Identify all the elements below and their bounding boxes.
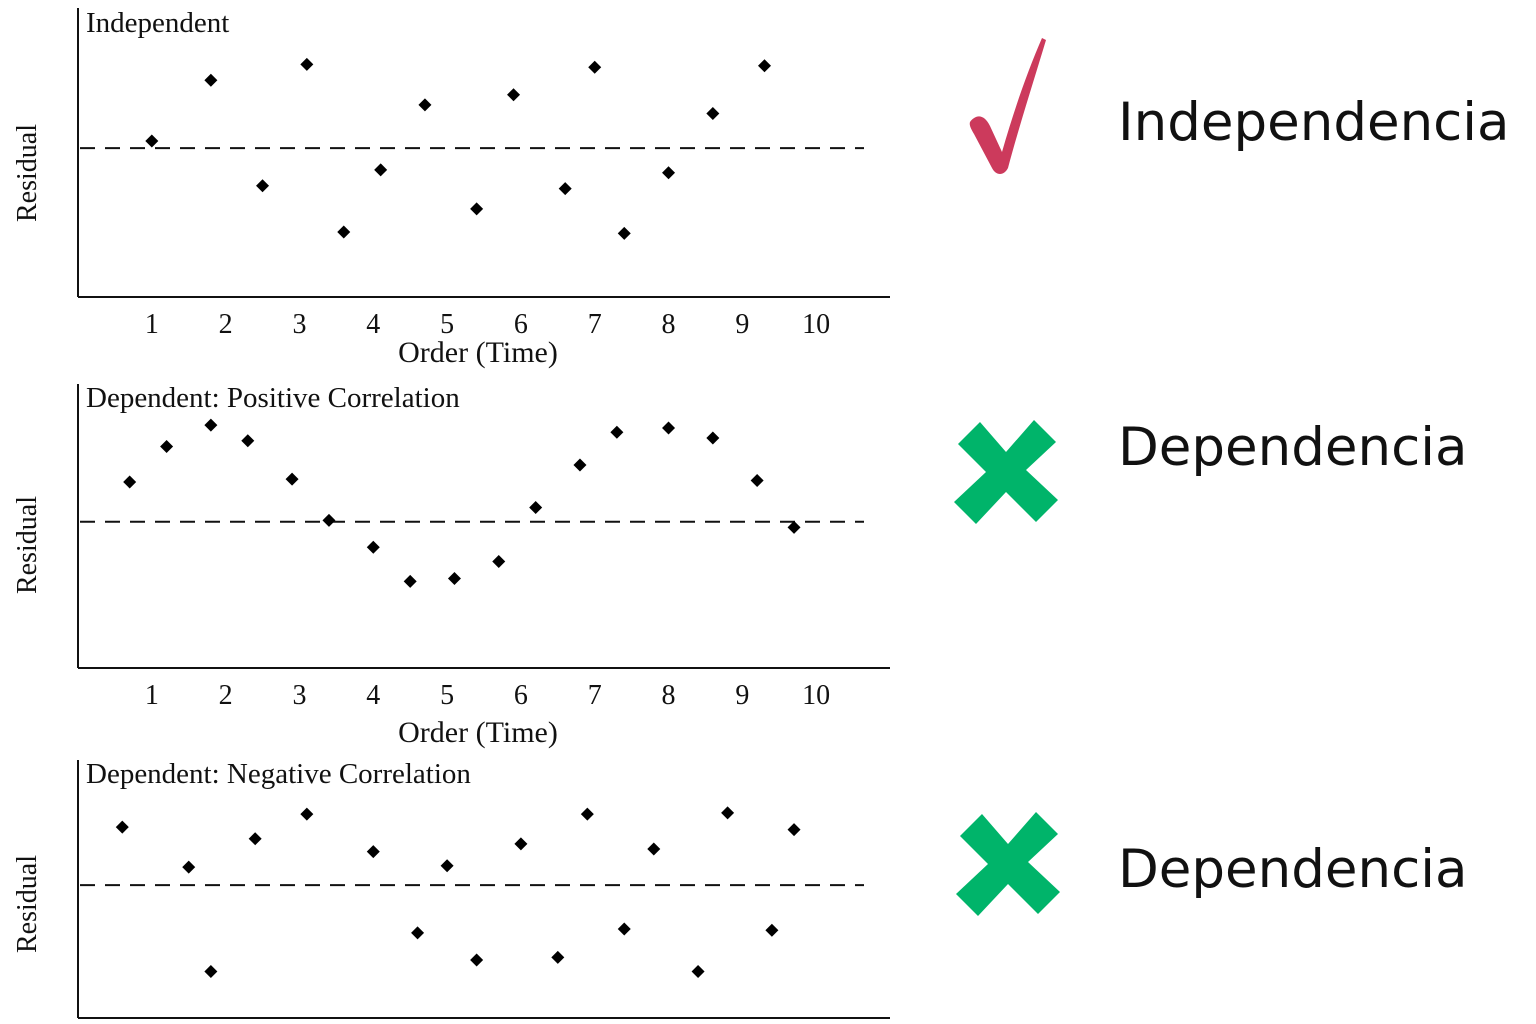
- data-point: [551, 950, 565, 964]
- data-point: [411, 926, 425, 940]
- data-point: [418, 98, 432, 112]
- plot-title: Independent: [86, 7, 229, 39]
- data-point: [647, 842, 661, 856]
- data-point: [706, 106, 720, 120]
- data-point: [529, 501, 543, 515]
- verdict-label-dependence-negative: Dependencia: [1118, 839, 1468, 900]
- data-point: [366, 845, 380, 859]
- check-icon: [956, 30, 1056, 185]
- verdict-label-dependence-positive: Dependencia: [1118, 417, 1468, 478]
- data-point: [322, 513, 336, 527]
- data-point: [507, 88, 521, 102]
- data-point: [573, 458, 587, 472]
- y-axis-label: Residual: [12, 496, 43, 594]
- data-point: [787, 520, 801, 534]
- data-point: [204, 965, 218, 979]
- data-point: [470, 953, 484, 967]
- cross-mark-shape: [956, 812, 1060, 916]
- x-tick-label: 2: [219, 680, 233, 711]
- x-tick-label: 9: [735, 680, 749, 711]
- verdict-label-independence: Independencia: [1118, 92, 1510, 153]
- data-point: [145, 134, 159, 148]
- plot-title: Dependent: Negative Correlation: [86, 758, 471, 790]
- data-point: [580, 807, 594, 821]
- x-tick-label: 10: [802, 680, 830, 711]
- data-point: [787, 823, 801, 837]
- data-point: [470, 202, 484, 216]
- data-point: [337, 225, 351, 239]
- cross-icon: [952, 806, 1064, 923]
- data-point: [758, 59, 772, 73]
- x-tick-label: 5: [440, 309, 454, 340]
- cross-mark-shape: [954, 420, 1058, 524]
- data-point: [588, 60, 602, 74]
- x-tick-label: 6: [514, 309, 528, 340]
- data-point: [750, 474, 764, 488]
- x-axis-label: Order (Time): [398, 716, 558, 749]
- residual-plot-1: Independent Residual 1 2 3 4 5 6 7 8 9 10 Order (Tim…: [12, 7, 890, 369]
- data-point: [447, 572, 461, 586]
- data-point: [366, 540, 380, 554]
- x-tick-label: 10: [802, 309, 830, 340]
- data-point: [403, 574, 417, 588]
- x-tick-label: 4: [366, 309, 380, 340]
- data-point: [256, 179, 270, 193]
- x-tick-label: 1: [145, 309, 159, 340]
- data-point: [300, 807, 314, 821]
- data-point: [123, 475, 137, 489]
- data-point: [492, 555, 506, 568]
- data-point: [706, 431, 720, 445]
- data-point: [617, 922, 631, 936]
- x-tick-label: 1: [145, 680, 159, 711]
- data-point: [182, 860, 196, 874]
- x-tick-label: 3: [292, 680, 306, 711]
- x-tick-label: 5: [440, 680, 454, 711]
- plot-title: Dependent: Positive Correlation: [86, 382, 460, 414]
- data-point: [662, 421, 676, 435]
- data-point: [374, 163, 388, 177]
- data-point: [721, 806, 735, 820]
- x-tick-label: 8: [662, 309, 676, 340]
- data-point: [300, 57, 314, 71]
- cross-icon: [950, 414, 1062, 531]
- data-point: [440, 859, 454, 873]
- data-point: [115, 820, 129, 834]
- x-tick-label: 8: [662, 680, 676, 711]
- x-tick-label: 4: [366, 680, 380, 711]
- data-point: [765, 923, 779, 937]
- x-axis-label: Order (Time): [398, 336, 558, 369]
- data-point: [617, 226, 631, 240]
- x-tick-label: 2: [219, 309, 233, 340]
- y-axis-label: Residual: [12, 855, 43, 953]
- data-point: [241, 434, 255, 448]
- data-point: [204, 73, 218, 87]
- data-point: [662, 166, 676, 180]
- data-point: [285, 472, 299, 486]
- x-tick-label: 7: [588, 309, 602, 340]
- data-point: [610, 425, 624, 439]
- x-tick-label: 7: [588, 680, 602, 711]
- data-point: [514, 837, 528, 851]
- x-tick-label: 9: [735, 309, 749, 340]
- residual-plot-3: Dependent: Negative Correlation Residual: [12, 758, 890, 1019]
- data-point: [691, 965, 705, 979]
- data-point: [160, 439, 174, 453]
- x-tick-label: 6: [514, 680, 528, 711]
- data-point: [248, 832, 262, 846]
- check-mark-shape: [969, 38, 1046, 174]
- x-tick-label: 3: [292, 309, 306, 340]
- residual-plot-2: Dependent: Positive Correlation Residual 1…: [12, 382, 890, 749]
- data-point: [558, 182, 572, 196]
- y-axis-label: Residual: [12, 124, 43, 222]
- data-point: [204, 418, 218, 432]
